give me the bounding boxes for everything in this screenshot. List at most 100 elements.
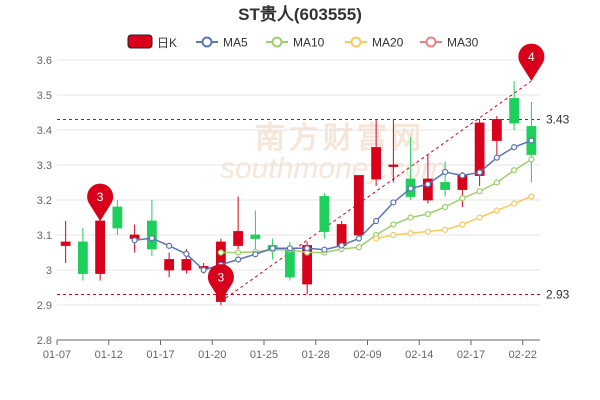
y-tick-label: 3.5 xyxy=(37,90,52,102)
x-tick-label: 02-17 xyxy=(457,349,485,361)
watermark: 南方财富网 southmoney.com xyxy=(220,121,446,185)
candle-body xyxy=(353,175,364,236)
ma5-point xyxy=(235,256,242,263)
candle xyxy=(164,252,175,277)
ma10-point xyxy=(511,167,518,174)
y-tick-label: 3.2 xyxy=(37,195,52,207)
marker-pin-shape xyxy=(518,43,545,81)
x-tick-label: 02-14 xyxy=(405,349,433,361)
marker-pin-shape xyxy=(87,183,114,221)
y-tick-label: 2.9 xyxy=(37,300,52,312)
candle xyxy=(474,119,485,186)
candle-body xyxy=(284,248,295,278)
ma5-point xyxy=(183,250,190,257)
candle-body xyxy=(319,196,330,232)
legend-marker xyxy=(271,36,283,48)
marker-pin: 4 xyxy=(518,43,545,81)
candle-body xyxy=(164,259,175,271)
legend-label: 日K xyxy=(157,36,177,50)
legend-swatch-daily-k xyxy=(127,34,153,49)
ma10-point xyxy=(390,221,397,228)
candle-body xyxy=(181,259,192,271)
chart-title: ST贵人(603555) xyxy=(238,4,362,24)
ma10-point xyxy=(493,179,500,186)
candle xyxy=(233,196,244,249)
ma10-point xyxy=(528,156,535,163)
candle-body xyxy=(336,224,347,246)
ma5-point xyxy=(493,154,500,161)
candle xyxy=(422,154,433,204)
ma5-point xyxy=(424,181,431,188)
ma5-point xyxy=(338,242,345,249)
y-tick-label: 3 xyxy=(46,265,52,277)
candle xyxy=(491,116,502,155)
ma5-point xyxy=(286,245,293,252)
x-tick-label: 01-07 xyxy=(43,349,71,361)
candle-body xyxy=(77,241,88,274)
ma5-point xyxy=(304,245,311,252)
x-tick-label: 01-25 xyxy=(250,349,278,361)
ma20-point xyxy=(424,228,431,235)
candle xyxy=(319,193,330,239)
legend-label: MA30 xyxy=(447,36,479,50)
ma20-point xyxy=(442,226,449,233)
candle xyxy=(440,161,451,197)
y-tick-label: 3.4 xyxy=(37,125,52,137)
candle-body xyxy=(509,98,520,124)
candle-body xyxy=(60,241,71,246)
ma5-point xyxy=(200,266,207,274)
ma5-point xyxy=(390,199,397,206)
ma5-point xyxy=(166,242,173,249)
ma5-point xyxy=(442,168,449,176)
candle xyxy=(250,210,261,256)
legend-label: MA20 xyxy=(372,36,404,50)
x-tick-label: 01-17 xyxy=(146,349,174,361)
ma5-point xyxy=(269,245,276,252)
candle-body xyxy=(491,119,502,141)
ma10-point xyxy=(235,249,242,256)
moving-average-lines xyxy=(131,137,535,274)
candles xyxy=(60,81,537,305)
reference-label: 3.43 xyxy=(546,113,570,127)
ma5-point xyxy=(321,246,328,253)
y-tick-label: 3.6 xyxy=(37,55,52,67)
marker-pin: 3 xyxy=(87,183,114,221)
x-tick-label: 01-20 xyxy=(198,349,226,361)
ma20-point xyxy=(528,193,535,200)
candle xyxy=(371,119,382,186)
candle xyxy=(112,200,123,235)
candle xyxy=(353,175,364,239)
x-tick-label: 01-28 xyxy=(302,349,330,361)
y-tick-label: 2.8 xyxy=(37,335,52,347)
ma10-point xyxy=(407,214,414,221)
ma5-point xyxy=(252,251,259,258)
marker-pin: 3 xyxy=(207,264,234,302)
ma20-point xyxy=(476,214,483,221)
ma10-point xyxy=(459,195,466,202)
legend-label: MA5 xyxy=(223,36,248,50)
ma5-point xyxy=(511,144,518,151)
ma5-point xyxy=(528,137,535,144)
ma10-point xyxy=(442,203,449,211)
reference-label: 2.93 xyxy=(546,288,570,302)
trend-line xyxy=(220,80,532,302)
ma20-point xyxy=(373,235,380,242)
ma20-line xyxy=(375,195,532,240)
candle xyxy=(146,200,157,256)
marker-label: 3 xyxy=(97,190,104,204)
ma20-point xyxy=(459,221,466,228)
ma20-point xyxy=(511,200,518,207)
candle xyxy=(336,221,347,246)
candle-body xyxy=(422,178,433,201)
legend-marker xyxy=(201,36,213,48)
trend-line-segment xyxy=(220,80,532,302)
candle xyxy=(509,81,520,130)
legend-marker xyxy=(350,36,362,48)
candle-body xyxy=(95,220,106,274)
ma10-point xyxy=(424,210,431,218)
x-tick-label: 01-12 xyxy=(95,349,123,361)
ma20-point xyxy=(390,231,397,239)
candle-body xyxy=(474,122,485,176)
legend-label: MA10 xyxy=(293,36,325,50)
